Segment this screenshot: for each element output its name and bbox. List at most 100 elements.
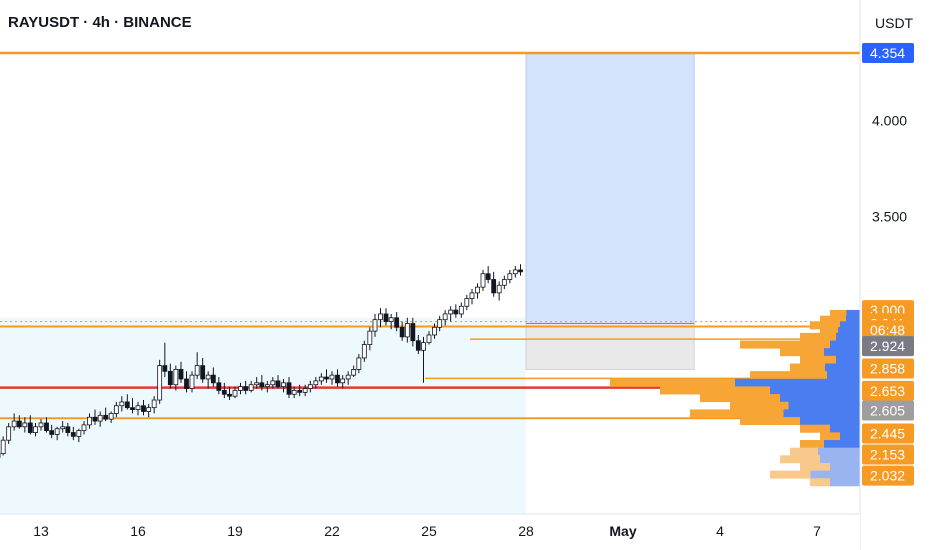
candle: [38, 419, 44, 431]
candle: [469, 289, 475, 305]
volume-profile-bar: [740, 340, 860, 349]
candle: [87, 413, 92, 429]
candle: [335, 369, 340, 387]
candle: [351, 365, 357, 378]
candle: [184, 371, 189, 393]
candle: [518, 264, 523, 276]
candle: [372, 313, 378, 337]
volume-profile-bar: [690, 409, 860, 418]
volume-profile-bar: [730, 401, 860, 410]
candle: [324, 369, 329, 383]
candle: [16, 415, 22, 429]
candle: [11, 413, 17, 431]
candle: [113, 401, 119, 418]
x-tick-label: 7: [813, 523, 821, 539]
candle: [22, 417, 28, 433]
volume-profile-bar: [800, 355, 860, 364]
price-label: 2.653: [862, 380, 914, 401]
candle: [243, 380, 249, 395]
volume-profile-bar: [800, 424, 860, 433]
candle: [194, 352, 200, 379]
svg-text:2.924: 2.924: [870, 338, 905, 354]
candle: [259, 375, 265, 391]
candle: [6, 422, 12, 445]
position-profit-zone[interactable]: [525, 52, 695, 324]
candle: [205, 371, 211, 389]
volume-profile-bar: [800, 462, 860, 471]
volume-profile-bar: [810, 321, 860, 330]
candle: [49, 424, 55, 439]
candle: [297, 384, 303, 397]
volume-profile-bar: [820, 315, 860, 324]
candle: [281, 378, 286, 393]
candle: [27, 415, 33, 435]
svg-text:2.605: 2.605: [870, 403, 905, 419]
volume-profile-bar: [660, 386, 860, 395]
candle: [404, 317, 410, 343]
candle: [448, 306, 454, 322]
time-axis[interactable]: [0, 514, 860, 550]
candle: [81, 421, 87, 435]
volume-profile-bar: [790, 447, 860, 456]
candle: [108, 411, 114, 423]
candle: [432, 323, 437, 339]
position-loss-zone[interactable]: [525, 322, 695, 370]
x-tick-label: 13: [33, 523, 49, 539]
candle: [291, 386, 297, 399]
x-tick-label: 28: [518, 523, 534, 539]
chart-title: RAYUSDT · 4h · BINANCE: [8, 14, 192, 31]
candle: [124, 394, 130, 410]
candle: [146, 403, 152, 418]
candle: [426, 331, 432, 345]
candle: [157, 359, 163, 404]
price-label: 2.605: [862, 400, 914, 421]
candle: [302, 384, 308, 397]
candle: [421, 336, 426, 383]
candle: [378, 308, 383, 328]
candle: [70, 426, 76, 441]
candle: [270, 377, 276, 389]
candle: [173, 365, 179, 391]
candle: [60, 421, 66, 433]
candle: [313, 377, 319, 389]
candle: [103, 407, 109, 422]
candle: [475, 283, 480, 299]
price-label: 2.445: [862, 423, 914, 444]
candle: [76, 428, 82, 443]
candle: [388, 313, 394, 330]
volume-profile-bar: [610, 378, 860, 387]
candle: [318, 373, 324, 385]
candle: [92, 409, 98, 425]
candle: [307, 380, 313, 393]
volume-profile-bar: [820, 327, 860, 336]
candle: [458, 302, 464, 318]
candle: [410, 317, 416, 347]
candle: [97, 411, 103, 427]
price-label: 2.858: [862, 358, 914, 379]
y-tick-label: 4.000: [872, 113, 907, 129]
volume-profile-bar: [780, 455, 860, 464]
candle: [491, 271, 497, 297]
candle: [437, 315, 443, 332]
candle: [356, 354, 362, 374]
candle: [130, 398, 135, 414]
volume-profile-bar: [700, 394, 860, 403]
x-tick-label: 22: [324, 523, 340, 539]
candle: [345, 371, 351, 385]
volume-profile-bar: [820, 432, 860, 441]
candle: [44, 417, 49, 433]
candle: [442, 310, 448, 326]
volume-profile-bar: [750, 371, 860, 380]
candle: [33, 422, 38, 437]
candle: [264, 380, 270, 393]
candle: [178, 361, 184, 383]
candle: [329, 371, 335, 385]
candle: [216, 377, 222, 395]
volume-profile-bar: [810, 478, 860, 487]
candle: [367, 327, 373, 351]
candle: [210, 367, 216, 387]
candle: [507, 269, 513, 284]
volume-profile-bar: [800, 332, 860, 341]
price-label: 06:48: [862, 320, 914, 341]
